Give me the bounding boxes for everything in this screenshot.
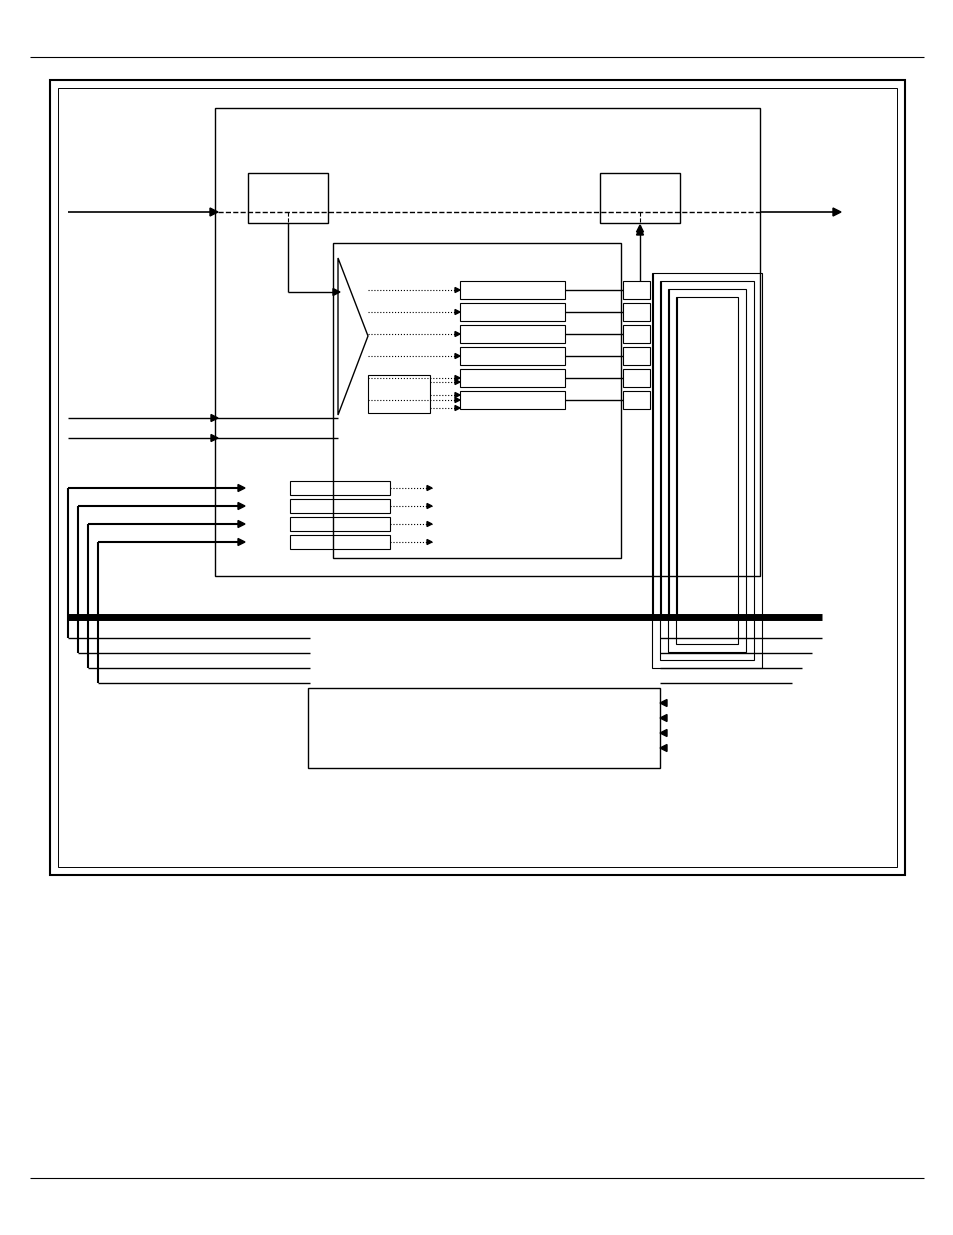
Polygon shape bbox=[210, 207, 218, 216]
Bar bbox=[333, 243, 620, 558]
Bar bbox=[290, 499, 390, 513]
Polygon shape bbox=[427, 540, 432, 545]
Bar bbox=[308, 688, 659, 768]
Bar bbox=[368, 375, 430, 412]
Bar bbox=[50, 80, 904, 876]
Polygon shape bbox=[455, 353, 459, 358]
Bar bbox=[622, 391, 649, 409]
Bar bbox=[459, 347, 564, 366]
Polygon shape bbox=[427, 485, 432, 490]
Bar bbox=[676, 296, 738, 643]
Polygon shape bbox=[455, 310, 459, 315]
Bar bbox=[459, 369, 564, 387]
Polygon shape bbox=[427, 521, 432, 526]
Polygon shape bbox=[455, 331, 459, 336]
Polygon shape bbox=[659, 699, 666, 706]
Bar bbox=[214, 107, 760, 576]
Polygon shape bbox=[237, 520, 245, 527]
Polygon shape bbox=[636, 225, 643, 232]
Polygon shape bbox=[237, 503, 245, 510]
Bar bbox=[459, 391, 564, 409]
Bar bbox=[622, 369, 649, 387]
Polygon shape bbox=[427, 504, 432, 509]
Bar bbox=[622, 303, 649, 321]
Bar bbox=[622, 282, 649, 299]
Polygon shape bbox=[659, 715, 666, 721]
Polygon shape bbox=[659, 730, 666, 736]
Bar bbox=[459, 303, 564, 321]
Bar bbox=[459, 282, 564, 299]
Polygon shape bbox=[659, 745, 666, 752]
Polygon shape bbox=[455, 405, 459, 410]
Polygon shape bbox=[237, 538, 245, 546]
Bar bbox=[58, 88, 896, 867]
Bar bbox=[622, 347, 649, 366]
Polygon shape bbox=[455, 375, 459, 380]
Polygon shape bbox=[832, 207, 841, 216]
Polygon shape bbox=[211, 415, 218, 421]
Polygon shape bbox=[237, 484, 245, 492]
Bar bbox=[290, 535, 390, 550]
Bar bbox=[459, 325, 564, 343]
Bar bbox=[622, 325, 649, 343]
Polygon shape bbox=[333, 289, 339, 295]
Bar bbox=[290, 517, 390, 531]
Bar bbox=[667, 289, 745, 652]
Bar bbox=[599, 173, 679, 224]
Bar bbox=[651, 273, 761, 668]
Bar bbox=[248, 173, 328, 224]
Polygon shape bbox=[636, 228, 643, 235]
Polygon shape bbox=[455, 288, 459, 293]
Polygon shape bbox=[455, 393, 459, 398]
Polygon shape bbox=[455, 398, 459, 403]
Polygon shape bbox=[455, 379, 459, 384]
Bar bbox=[659, 282, 753, 659]
Polygon shape bbox=[211, 435, 218, 441]
Bar bbox=[290, 480, 390, 495]
Polygon shape bbox=[337, 258, 368, 415]
